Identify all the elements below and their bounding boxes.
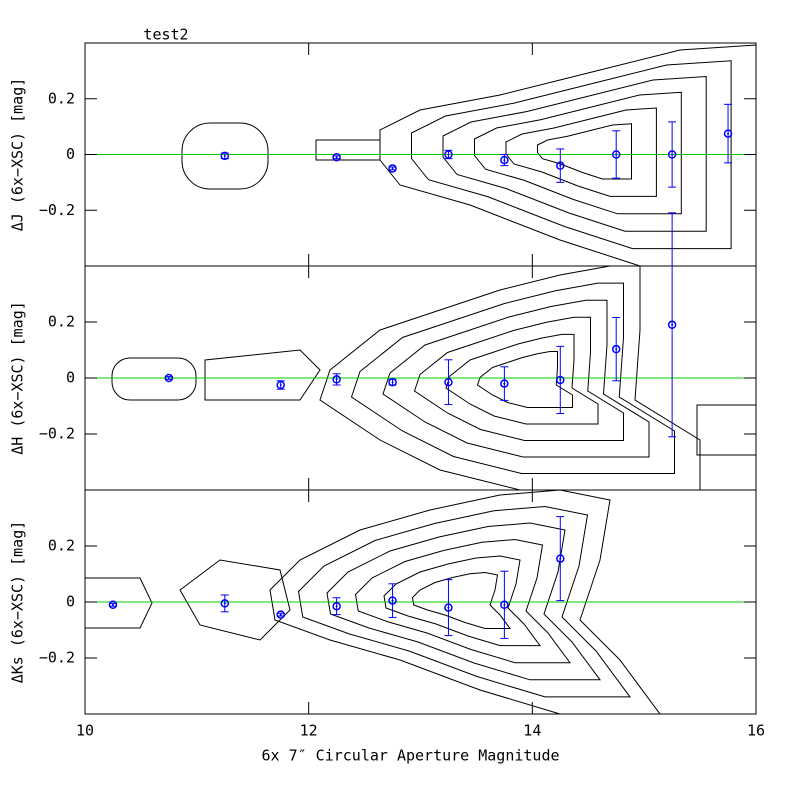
point-center: [447, 381, 450, 384]
point-center: [503, 382, 506, 385]
point: [332, 601, 341, 611]
point-center: [335, 156, 338, 159]
point: [164, 373, 174, 383]
point: [444, 603, 453, 612]
x-axis-label: 6x 7″ Circular Aperture Magnitude: [261, 747, 559, 765]
point-center: [727, 132, 730, 135]
point: [556, 554, 565, 563]
point: [611, 150, 621, 159]
y-tick-label: −0.2: [39, 425, 75, 443]
point: [500, 600, 509, 610]
chart-title: test2: [143, 26, 188, 44]
x-tick-label: 12: [300, 722, 318, 740]
point: [388, 377, 397, 387]
point-center: [391, 381, 394, 384]
point-center: [615, 153, 618, 156]
point: [388, 164, 397, 173]
point-center: [671, 153, 674, 156]
point-center: [391, 167, 394, 170]
point: [667, 320, 677, 330]
point-center: [615, 348, 618, 351]
point: [220, 151, 230, 161]
point-center: [335, 378, 338, 381]
y-tick-label: 0.2: [48, 537, 75, 555]
y-axis-label: ΔH (6x−XSC) [mag]: [9, 301, 27, 455]
y-tick-label: 0: [66, 369, 75, 387]
point-center: [559, 164, 562, 167]
point-center: [503, 603, 506, 606]
point: [500, 379, 509, 388]
y-tick-label: −0.2: [39, 649, 75, 667]
x-tick-label: 16: [747, 722, 765, 740]
point-center: [447, 153, 450, 156]
contours: [112, 266, 767, 490]
point-center: [167, 377, 170, 379]
point: [332, 153, 341, 162]
point-center: [559, 557, 562, 560]
y-tick-label: 0.2: [48, 313, 75, 331]
point: [332, 375, 341, 384]
point-center: [223, 154, 226, 157]
point: [444, 150, 453, 159]
y-axis-label: ΔKs (6x−XSC) [mag]: [9, 521, 27, 684]
point: [108, 600, 118, 610]
point-center: [559, 378, 562, 381]
contours: [182, 45, 756, 266]
contours: [85, 490, 660, 714]
y-tick-label: 0: [66, 145, 75, 163]
y-tick-label: 0.2: [48, 89, 75, 107]
point: [556, 161, 565, 170]
point-center: [671, 323, 674, 326]
point-center: [391, 599, 394, 602]
point: [723, 129, 733, 138]
point-center: [279, 613, 282, 616]
x-tick-label: 14: [523, 722, 541, 740]
point-center: [503, 159, 506, 162]
point: [611, 344, 621, 354]
point-center: [279, 384, 282, 386]
y-tick-label: −0.2: [39, 201, 75, 219]
point: [556, 375, 565, 385]
point: [220, 599, 230, 608]
point: [276, 380, 285, 390]
point: [444, 377, 453, 387]
point: [388, 596, 397, 605]
point-center: [223, 602, 226, 605]
point-center: [447, 606, 450, 609]
point: [276, 610, 285, 619]
point: [667, 150, 677, 159]
point-center: [335, 605, 338, 608]
y-tick-label: 0: [66, 593, 75, 611]
y-axis-label: ΔJ (6x−XSC) [mag]: [9, 78, 27, 232]
x-tick-label: 10: [76, 722, 94, 740]
point-center: [111, 603, 114, 606]
point: [500, 155, 509, 165]
